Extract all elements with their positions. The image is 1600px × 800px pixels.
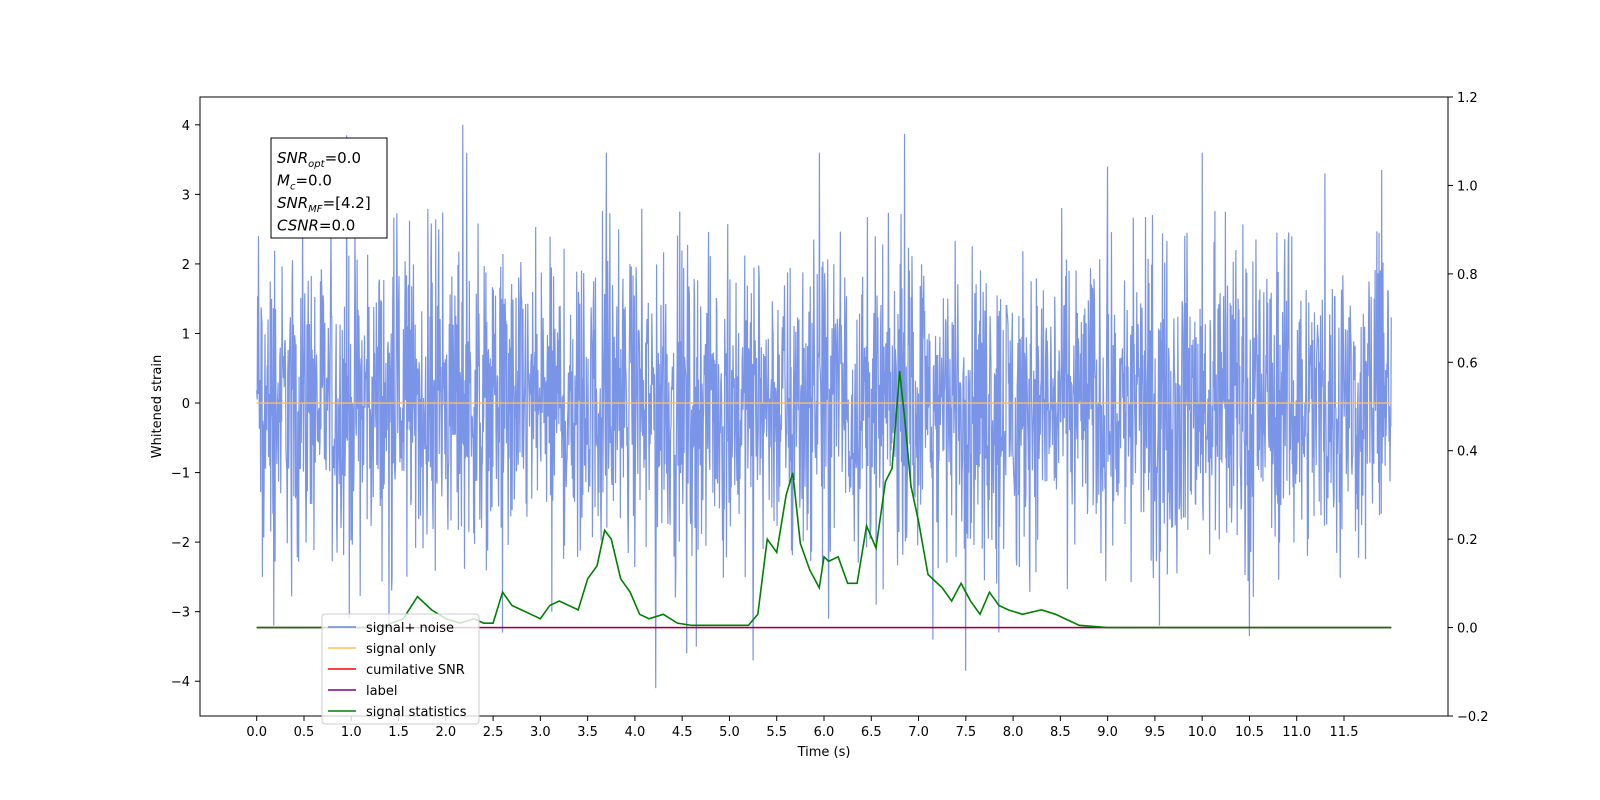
- y-tick-label-right: 1.2: [1457, 91, 1478, 106]
- y-tick-label-left: −3: [171, 606, 190, 621]
- x-tick-label: 6.0: [814, 725, 835, 740]
- x-tick-label: 9.0: [1097, 725, 1118, 740]
- x-tick-label: 2.0: [435, 725, 456, 740]
- y-tick-label-left: −1: [171, 467, 190, 482]
- y-tick-label-left: 4: [182, 119, 190, 134]
- y-tick-label-right: 0.2: [1457, 533, 1478, 548]
- legend-label: cumilative SNR: [366, 663, 465, 678]
- x-axis: 0.0 0.5 1.0 1.5 2.0 2.5 3.0 3.5 4.0 4.5 5.0 5.5 6.0 6…: [246, 716, 1358, 740]
- x-tick-label: 8.0: [1003, 725, 1024, 740]
- x-tick-label: 10.0: [1188, 725, 1217, 740]
- x-tick-label: 2.5: [483, 725, 504, 740]
- x-tick-label: 3.5: [577, 725, 598, 740]
- x-tick-label: 1.0: [341, 725, 362, 740]
- legend-label: signal statistics: [366, 705, 467, 720]
- annotation-line: SNRopt=0.0: [277, 149, 361, 170]
- noise-series: [256, 124, 1392, 689]
- y-tick-label-left: −2: [171, 536, 190, 551]
- x-tick-label: 10.5: [1235, 725, 1264, 740]
- legend-box: [321, 613, 480, 725]
- x-tick-label: 1.5: [388, 725, 409, 740]
- x-tick-label: 11.5: [1330, 725, 1359, 740]
- y-tick-label-right: 1.0: [1457, 179, 1478, 194]
- x-tick-label: 3.0: [530, 725, 551, 740]
- x-tick-label: 11.0: [1282, 725, 1311, 740]
- x-tick-label: 4.0: [625, 725, 646, 740]
- x-tick-label: 6.5: [861, 725, 882, 740]
- x-tick-label: 4.5: [672, 725, 693, 740]
- x-tick-label: 7.0: [908, 725, 929, 740]
- annotation-box: [270, 137, 388, 239]
- x-tick-label: 0.5: [294, 725, 315, 740]
- x-tick-label: 8.5: [1050, 725, 1071, 740]
- y-axis-right: −0.2 0.0 0.2 0.4 0.6 0.8 1.0 1.2: [1448, 91, 1489, 725]
- legend-label: signal only: [366, 642, 436, 657]
- x-axis-label: Time (s): [797, 745, 851, 760]
- series-line-signal-statistics: [256, 371, 1392, 629]
- y-tick-label-left: 0: [182, 397, 190, 412]
- y-tick-label-right: 0.6: [1457, 356, 1478, 371]
- y-tick-label-right: 0.0: [1457, 622, 1478, 637]
- x-tick-label: 7.5: [955, 725, 976, 740]
- y-tick-label-left: 1: [182, 327, 190, 342]
- legend: signal+ noise signal only cumilative SNR la…: [321, 613, 480, 725]
- y-tick-label-left: −4: [171, 675, 190, 690]
- annotation-line: Mc=0.0: [277, 172, 332, 193]
- x-tick-label: 0.0: [246, 725, 267, 740]
- y-tick-label-right: 0.4: [1457, 445, 1478, 460]
- y-axis-left: −4 −3 −2 −1 0 1 2 3 4: [171, 119, 200, 690]
- y-tick-label-right: −0.2: [1457, 710, 1489, 725]
- annotation-line: CSNR=0.0: [277, 217, 355, 235]
- x-tick-label: 5.5: [766, 725, 787, 740]
- series-line-signal-noise: [256, 124, 1392, 689]
- y-tick-label-right: 0.8: [1457, 268, 1478, 283]
- x-tick-label: 5.0: [719, 725, 740, 740]
- legend-label: label: [366, 684, 397, 699]
- x-tick-label: 9.5: [1145, 725, 1166, 740]
- annotation-line: SNRMF=[4.2]: [277, 194, 371, 215]
- legend-label: signal+ noise: [366, 621, 454, 636]
- y-tick-label-left: 2: [182, 258, 190, 273]
- y-axis-label: Whitened strain: [150, 355, 165, 458]
- y-tick-label-left: 3: [182, 188, 190, 203]
